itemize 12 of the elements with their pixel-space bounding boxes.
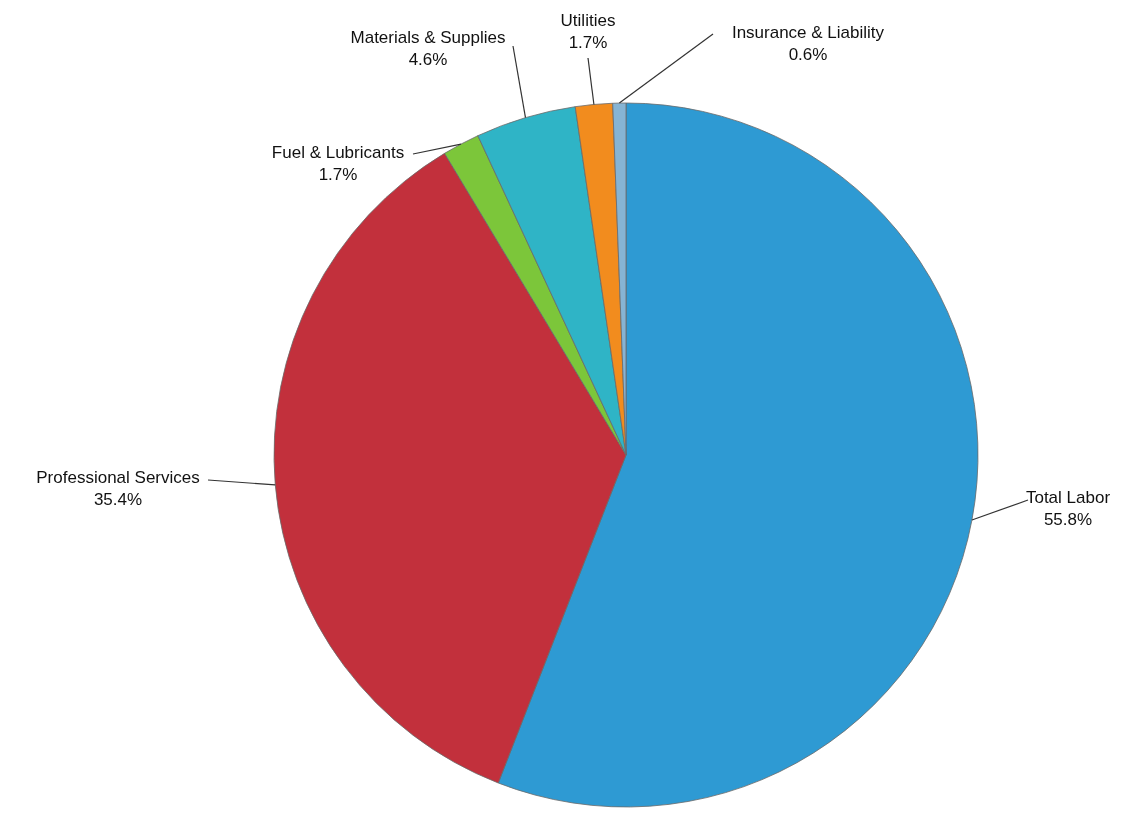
slice-label: Total Labor <box>1025 488 1111 507</box>
slice-label: Professional Services <box>36 468 200 487</box>
slice-label: Fuel & Lubricants <box>271 143 405 162</box>
data-label: 0.6% <box>788 45 828 64</box>
slice-label: Utilities <box>560 11 616 30</box>
slice-label: Materials & Supplies <box>350 28 506 47</box>
data-label: 1.7% <box>568 33 608 52</box>
data-label: 35.4% <box>93 490 143 509</box>
data-label: 1.7% <box>318 165 358 184</box>
data-label: 55.8% <box>1043 510 1093 529</box>
slice-label: Insurance & Liability <box>731 23 885 42</box>
data-label: 4.6% <box>408 50 448 69</box>
